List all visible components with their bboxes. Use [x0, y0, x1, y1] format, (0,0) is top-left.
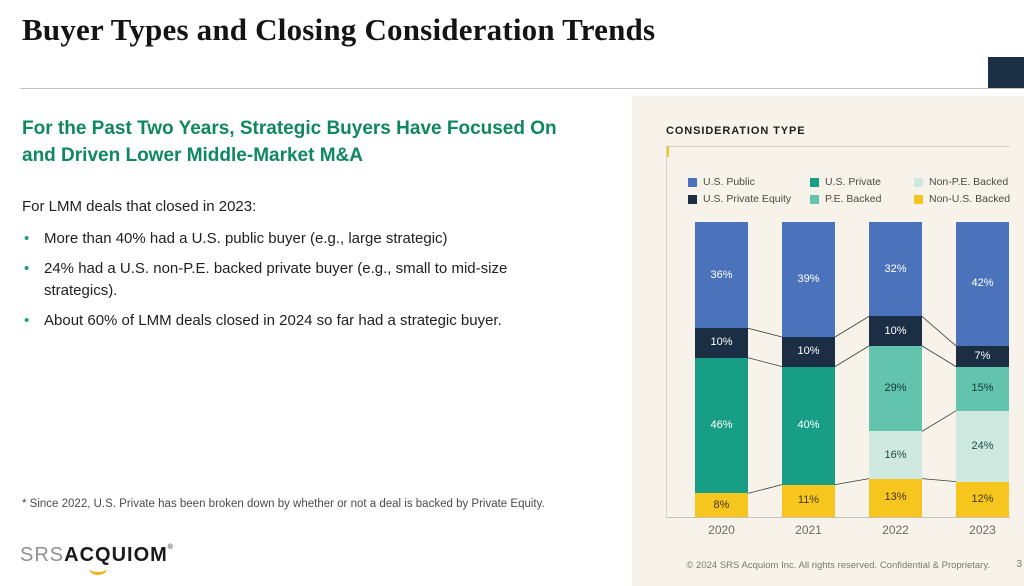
segment: 15%	[956, 366, 1009, 411]
footnote: * Since 2022, U.S. Private has been brok…	[22, 498, 545, 510]
segment: 24%	[956, 410, 1009, 482]
chart-legend: U.S. Public U.S. Private Non-P.E. Backed U.…	[688, 176, 1010, 205]
segment: 7%	[956, 345, 1009, 367]
plot-area: 36% 10% 46% 8% 39% 10% 40% 11% 32% 10% 29% 16% 13% 42…	[666, 222, 1010, 517]
segment-value: 10%	[797, 345, 820, 358]
legend-item: U.S. Private Equity	[688, 193, 810, 205]
segment-value: 11%	[797, 494, 820, 507]
segment: 13%	[869, 478, 922, 517]
title-divider	[20, 88, 1024, 89]
segment-value: 32%	[884, 262, 907, 275]
legend-item: Non-U.S. Backed	[914, 193, 1010, 205]
legend-label: Non-U.S. Backed	[929, 193, 1011, 205]
chart-title: CONSIDERATION TYPE	[666, 125, 806, 137]
connector-lines	[747, 316, 957, 494]
segment: 11%	[782, 484, 835, 517]
x-axis-labels: 2020 2021 2022 2023	[666, 523, 1010, 539]
chart-title-rule	[666, 146, 1010, 147]
segment-value: 29%	[884, 382, 907, 395]
segment-value: 13%	[884, 491, 907, 504]
logo-srs-text: SRS	[20, 544, 65, 566]
page-number: 3	[1016, 559, 1022, 570]
corner-accent-block	[988, 57, 1024, 88]
stacked-bar-2020: 36% 10% 46% 8%	[695, 222, 748, 517]
legend-swatch	[688, 177, 697, 187]
segment-value: 12%	[971, 492, 994, 505]
registered-mark: ®	[167, 544, 173, 551]
segment: 10%	[869, 316, 922, 346]
bullet-item: About 60% of LMM deals closed in 2024 so…	[22, 310, 550, 332]
x-tick-label: 2023	[969, 523, 996, 537]
legend-swatch	[914, 177, 923, 187]
x-axis-line	[666, 517, 1010, 518]
legend-label: Non-P.E. Backed	[929, 176, 1009, 188]
segment: 12%	[956, 481, 1009, 517]
legend-label: U.S. Private Equity	[703, 193, 792, 205]
section-heading: For the Past Two Years, Strategic Buyers…	[22, 118, 557, 166]
segment: 42%	[956, 222, 1009, 346]
segment-value: 15%	[971, 382, 994, 395]
x-tick-label: 2021	[795, 523, 822, 537]
segment-value: 24%	[971, 439, 994, 452]
y-axis-line	[666, 146, 667, 517]
gold-accent-tick	[666, 146, 669, 157]
segment-value: 7%	[974, 349, 991, 362]
legend-label: U.S. Private	[825, 176, 882, 188]
segment: 36%	[695, 222, 748, 329]
stacked-bar-2022: 32% 10% 29% 16% 13%	[869, 222, 922, 517]
segment-value: 42%	[971, 277, 994, 290]
legend-swatch	[810, 194, 819, 204]
logo-swash-icon	[89, 562, 107, 575]
segment-value: 10%	[884, 324, 907, 337]
segment-value: 16%	[884, 448, 907, 461]
stacked-bar-2023: 42% 7% 15% 24% 12%	[956, 222, 1009, 517]
legend-item: Non-P.E. Backed	[914, 176, 1010, 188]
segment: 29%	[869, 345, 922, 432]
segment: 46%	[695, 357, 748, 494]
segment-value: 39%	[797, 273, 820, 286]
intro-text: For LMM deals that closed in 2023:	[22, 198, 257, 215]
bullet-list: More than 40% had a U.S. public buyer (e…	[22, 228, 550, 340]
segment-value: 8%	[713, 498, 730, 511]
segment: 40%	[782, 366, 835, 485]
copyright-text: © 2024 SRS Acquiom Inc. All rights reser…	[686, 560, 990, 571]
segment-value: 36%	[710, 268, 733, 281]
page-title: Buyer Types and Closing Consideration Tr…	[22, 12, 656, 47]
segment: 10%	[695, 328, 748, 358]
srs-acquiom-logo: SRSACQUIOM®	[20, 544, 173, 575]
segment-value: 40%	[797, 419, 820, 432]
legend-item: U.S. Public	[688, 176, 810, 188]
chart-panel: CONSIDERATION TYPE U.S. Public U.S. Priva…	[632, 96, 1024, 586]
legend-swatch	[688, 194, 697, 204]
bullet-item: More than 40% had a U.S. public buyer (e…	[22, 228, 550, 250]
segment: 10%	[782, 337, 835, 367]
segment: 32%	[869, 222, 922, 317]
bullet-item: 24% had a U.S. non-P.E. backed private b…	[22, 258, 550, 301]
stacked-bar-2021: 39% 10% 40% 11%	[782, 222, 835, 517]
x-tick-label: 2022	[882, 523, 909, 537]
legend-item: P.E. Backed	[810, 193, 914, 205]
segment: 8%	[695, 493, 748, 517]
legend-item: U.S. Private	[810, 176, 914, 188]
legend-label: P.E. Backed	[825, 193, 882, 205]
segment: 39%	[782, 222, 835, 338]
logo-acquiom-text: ACQUIOM	[64, 544, 168, 566]
segment-value: 46%	[710, 419, 733, 432]
legend-swatch	[914, 194, 923, 204]
segment-value: 10%	[710, 336, 733, 349]
segment: 16%	[869, 431, 922, 479]
x-tick-label: 2020	[708, 523, 735, 537]
legend-label: U.S. Public	[703, 176, 755, 188]
legend-swatch	[810, 177, 819, 187]
